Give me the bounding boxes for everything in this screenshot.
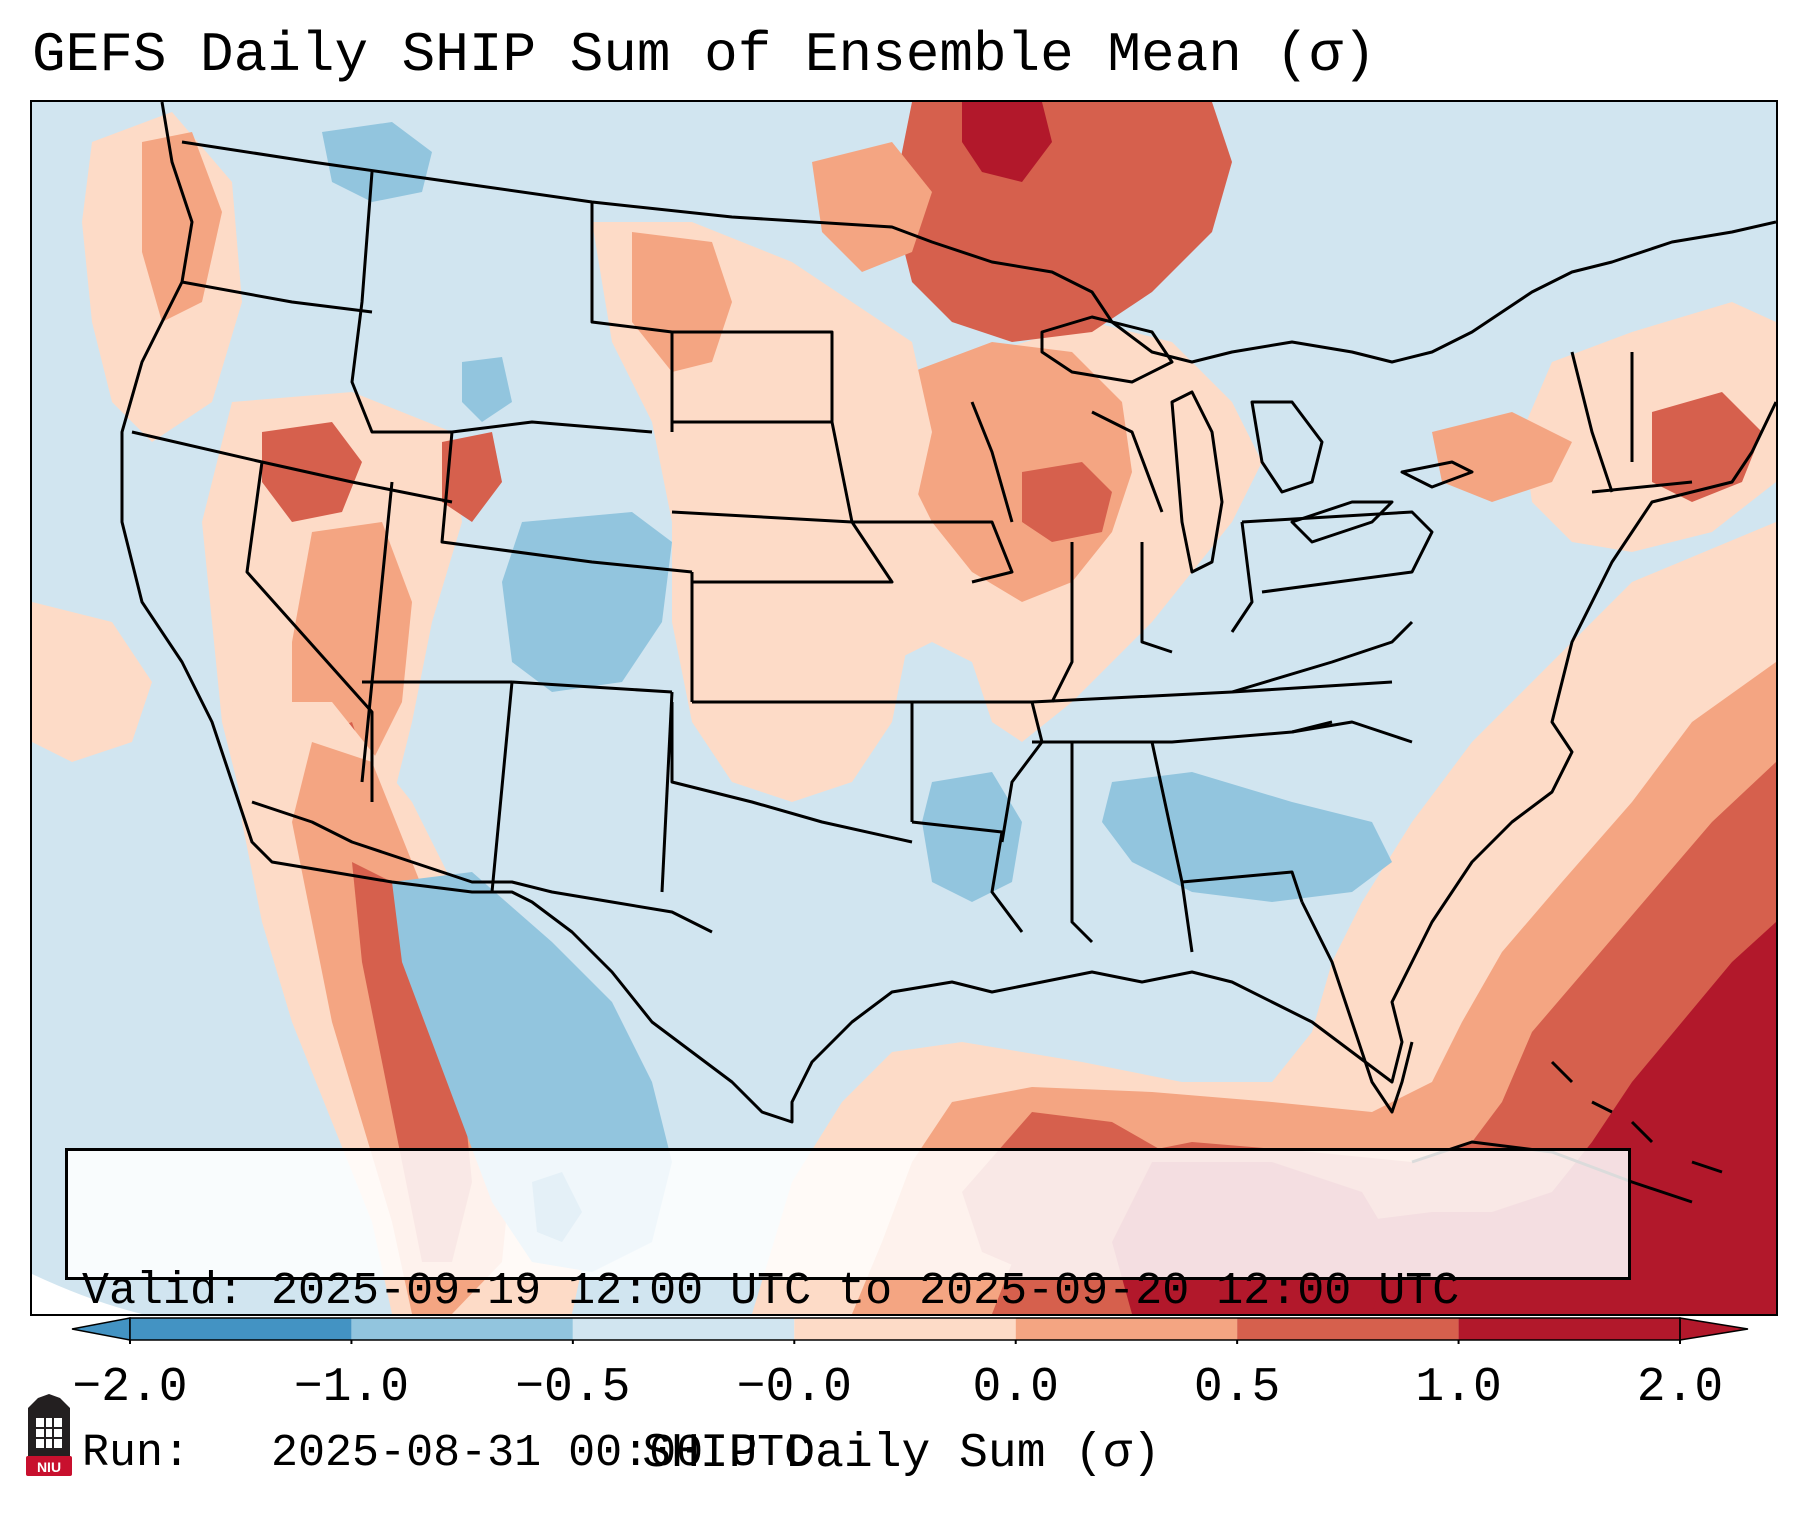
field-wyoming-cool xyxy=(462,357,512,422)
state-line-tn-south xyxy=(1032,720,1333,744)
boundary-lines xyxy=(120,102,1776,1204)
colorbar xyxy=(71,1317,1749,1344)
state-line-nv-ut xyxy=(360,481,394,783)
state-line-ok-tx xyxy=(670,702,913,844)
logo-text: NIU xyxy=(37,1459,61,1475)
colorbar-segment xyxy=(1458,1318,1680,1340)
colorbar-segment xyxy=(130,1318,352,1340)
field-montana-medium xyxy=(632,232,732,372)
state-line-new-england xyxy=(1570,351,1693,494)
run-label: Run: xyxy=(82,1428,191,1479)
lake-ontario xyxy=(1400,460,1474,489)
colorbar-tick-label: −2.0 xyxy=(72,1361,188,1415)
logo-window xyxy=(36,1418,62,1448)
colorbar-tick-label: −0.0 xyxy=(736,1361,852,1415)
valid-label: Valid: xyxy=(82,1266,245,1317)
florida-peninsula xyxy=(1300,901,1414,1114)
state-line-id-mt xyxy=(350,171,452,434)
lake-erie xyxy=(1290,500,1394,544)
state-line-il-in xyxy=(1050,542,1074,703)
lake-michigan xyxy=(1170,390,1224,574)
field-northeast-medium xyxy=(1432,412,1572,502)
colorbar-label: SHIP Daily Sum (σ) xyxy=(642,1427,1161,1481)
state-line-ne-ks xyxy=(671,510,894,584)
map-panel xyxy=(30,100,1778,1316)
valid-run-info-box: Valid: 2025-09-19 12:00 UTC to 2025-09-2… xyxy=(65,1148,1631,1479)
field-north-dakota-medium xyxy=(812,142,932,272)
niu-logo: NIU xyxy=(26,1394,72,1476)
field-pacnw-medium xyxy=(142,132,222,322)
state-line-nc-sc xyxy=(1291,720,1413,744)
state-line-mt-wy xyxy=(451,420,653,434)
state-line-wy-co xyxy=(440,431,693,574)
colorbar-segment xyxy=(1237,1318,1459,1340)
state-line-co-nm xyxy=(511,680,673,694)
field-northwest-cool xyxy=(322,122,432,202)
colorbar-segment xyxy=(1015,1318,1238,1340)
colorbar-segment xyxy=(351,1318,573,1340)
field-atlantic-deep xyxy=(1252,922,1776,1314)
state-line-mn-ia xyxy=(830,421,1014,584)
field-gulf-coast-cool xyxy=(1102,772,1392,902)
projection-edge-left xyxy=(32,1274,142,1314)
state-line-or-ca-nv xyxy=(131,430,453,504)
colorbar-segment xyxy=(572,1318,795,1340)
valid-line: Valid: 2025-09-19 12:00 UTC to 2025-09-2… xyxy=(82,1265,1614,1319)
field-newengland-red xyxy=(1652,392,1762,502)
state-line-ca-nv xyxy=(245,461,374,802)
colorbar-tick-label: 0.5 xyxy=(1193,1361,1281,1415)
field-upper-midwest-deep xyxy=(962,102,1052,182)
state-line-ms-al xyxy=(1070,742,1094,944)
state-line-az-nm xyxy=(490,681,514,893)
chart-title: GEFS Daily SHIP Sum of Ensemble Mean (σ) xyxy=(32,23,1377,87)
colorbar-outline xyxy=(129,1317,1681,1341)
colorbar-tick-label: 1.0 xyxy=(1415,1361,1502,1415)
state-line-ga-fl xyxy=(1181,870,1304,903)
state-line-va-nc xyxy=(1231,620,1414,694)
state-line-wi-mi xyxy=(970,401,1164,523)
colorbar-extend-low xyxy=(71,1317,131,1341)
state-line-pa-ny xyxy=(1241,510,1434,594)
field-west-coast-left xyxy=(32,602,152,762)
lake-huron xyxy=(1250,400,1324,494)
field-iowa-red xyxy=(1022,462,1112,542)
colorbar-segment xyxy=(794,1318,1016,1340)
colorbar-tick-label: 2.0 xyxy=(1636,1361,1724,1415)
state-line-ar-la xyxy=(911,820,1024,933)
state-line-oh-pa xyxy=(1230,521,1254,633)
run-line: Run: 2025-08-31 00:00 UTC xyxy=(82,1427,1614,1481)
state-line-wa-or xyxy=(181,280,373,314)
valid-value: 2025-09-19 12:00 UTC to 2025-09-20 12:00… xyxy=(271,1266,1460,1317)
state-line-nm-tx xyxy=(660,691,674,893)
lake-superior xyxy=(1040,315,1174,384)
state-line-in-oh xyxy=(1140,542,1173,654)
colorbar-tick-label: 0.0 xyxy=(972,1361,1059,1415)
colorbar-tick-label: −0.5 xyxy=(515,1361,631,1415)
state-line-mt-nd xyxy=(590,202,674,432)
field-utah-red xyxy=(442,432,502,522)
colorbar-tick-label: −1.0 xyxy=(293,1361,410,1415)
logo-window-grid xyxy=(36,1418,62,1448)
bahamas-outline xyxy=(1550,1060,1723,1174)
colorbar-extend-high xyxy=(1679,1317,1749,1341)
run-value: 2025-08-31 00:00 UTC xyxy=(271,1428,812,1479)
map-canvas xyxy=(32,102,1776,1314)
logo-banner xyxy=(26,1456,72,1476)
us-outline xyxy=(120,102,1776,1124)
state-line-plains xyxy=(672,330,834,424)
canada-border xyxy=(181,140,1776,364)
